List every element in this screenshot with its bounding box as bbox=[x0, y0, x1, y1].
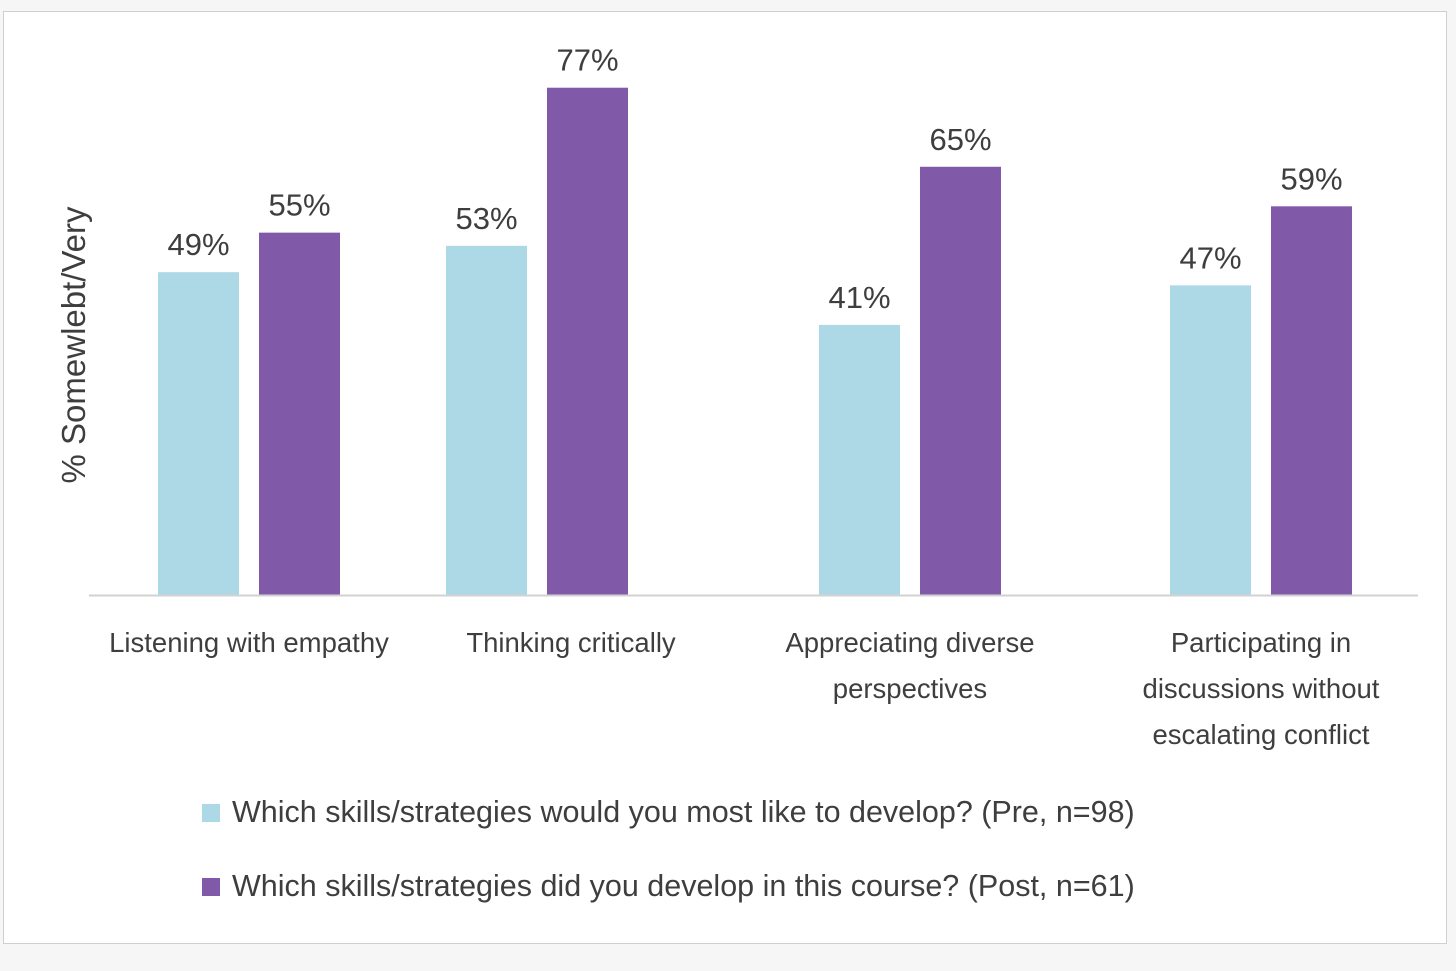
value-label-pre-3: 41% bbox=[828, 280, 890, 315]
legend-item-post: Which skills/strategies did you develop … bbox=[202, 869, 1135, 904]
value-label-pre-4: 47% bbox=[1179, 240, 1241, 275]
value-label-post-2: 77% bbox=[556, 43, 618, 78]
legend-label-pre: Which skills/strategies would you most l… bbox=[232, 795, 1135, 829]
value-label-pre-2: 53% bbox=[455, 201, 517, 236]
value-labels-group: 49% 55% 53% 77% 41% 65% 47% 59% bbox=[167, 43, 1342, 315]
value-label-post-1: 55% bbox=[268, 188, 330, 223]
y-axis-title: % Somewlebt/Very bbox=[55, 206, 92, 483]
value-label-pre-1: 49% bbox=[167, 227, 229, 262]
category-label-4-line-3: escalating conflict bbox=[1152, 719, 1369, 750]
legend-swatch-pre bbox=[202, 803, 220, 822]
category-label-4-line-2: discussions without bbox=[1143, 673, 1380, 704]
category-label-4-line-1: Participating in bbox=[1171, 627, 1351, 658]
bar-post-4 bbox=[1271, 206, 1352, 595]
category-labels-group: Listening with empathy Thinking criticall… bbox=[109, 627, 1380, 750]
category-label-3-line-2: perspectives bbox=[833, 673, 987, 704]
bar-post-1 bbox=[259, 232, 340, 595]
bar-post-3 bbox=[920, 166, 1001, 595]
bar-pre-3 bbox=[819, 324, 900, 595]
legend-label-post: Which skills/strategies did you develop … bbox=[232, 869, 1135, 903]
legend-item-pre: Which skills/strategies would you most l… bbox=[202, 795, 1135, 830]
value-label-post-4: 59% bbox=[1280, 161, 1342, 196]
category-label-1-line-1: Listening with empathy bbox=[109, 627, 389, 658]
legend-swatch-post bbox=[202, 877, 220, 896]
bar-post-2 bbox=[547, 87, 628, 596]
category-label-3-line-1: Appreciating diverse bbox=[785, 627, 1034, 658]
bar-pre-2 bbox=[446, 245, 527, 595]
bar-pre-1 bbox=[158, 272, 239, 595]
value-label-post-3: 65% bbox=[929, 122, 991, 157]
bars-group bbox=[158, 87, 1352, 596]
bar-pre-4 bbox=[1170, 285, 1251, 595]
category-label-2-line-1: Thinking critically bbox=[466, 627, 676, 658]
